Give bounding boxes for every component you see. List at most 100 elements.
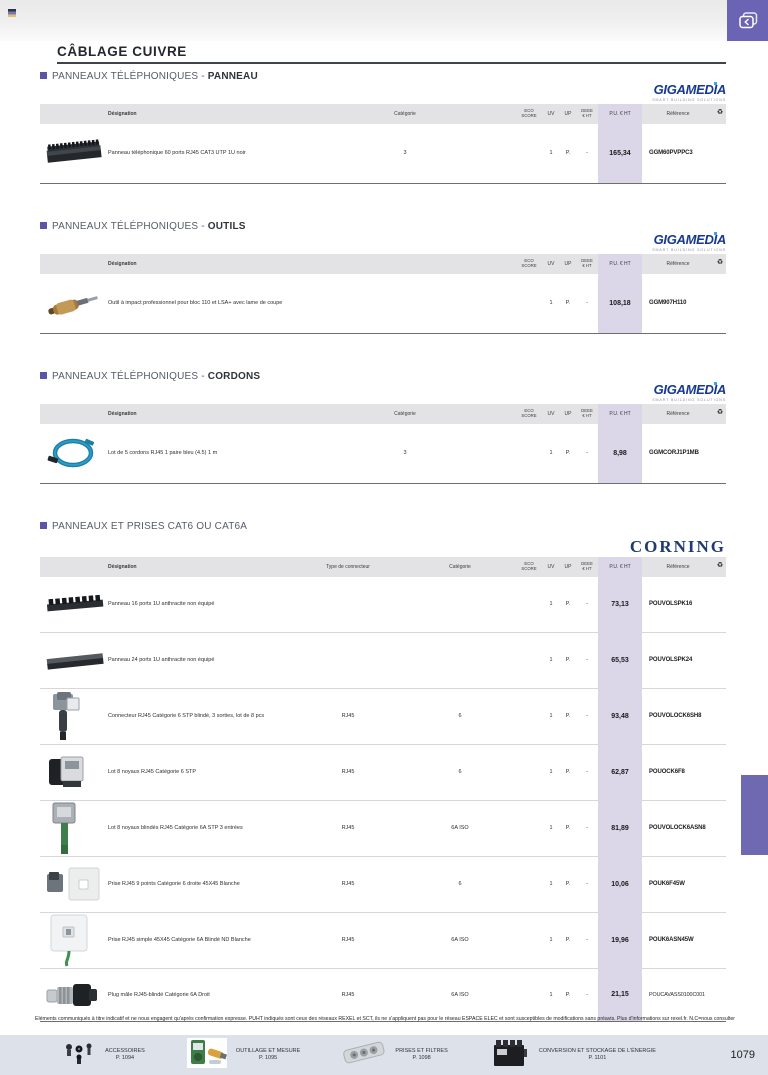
table-row: Lot 8 noyaux blindés RJ45 Catégorie 6A S… [40, 800, 726, 857]
panel16-photo [40, 577, 105, 633]
table-row: Connecteur RJ45 Catégorie 6 STP blindé, … [40, 688, 726, 745]
page-back-button[interactable] [727, 0, 768, 41]
column-header-categorie: Catégorie [394, 410, 416, 417]
footer-link-page: P. 1094 [115, 1055, 135, 1061]
column-header-categorie: Catégorie [394, 110, 416, 117]
column-header-type: Type de connecteur [326, 563, 370, 570]
cell-up: P. [565, 300, 571, 306]
column-header-eco: ECO SCORE [521, 107, 537, 118]
footer-link-accessoires[interactable]: ACCESSOIRES P. 1094 [62, 1039, 145, 1072]
column-header-uv: UV [547, 410, 555, 417]
section-bullet-icon [40, 71, 47, 79]
product-sections: PANNEAUX TÉLÉPHONIQUES - PANNEAU GIGAMEDI… [40, 71, 726, 1022]
cell-deee: - [576, 801, 598, 857]
column-header-img [40, 557, 105, 577]
cell-categorie: 6 [404, 689, 516, 745]
column-header-designation: Désignation [108, 410, 137, 417]
cell-categorie: 6A ISO [451, 991, 469, 998]
footer-link-conversion-et-stockage-de-l-nergie[interactable]: CONVERSION ET STOCKAGE DE L'ÉNERGIE P. 11… [490, 1038, 656, 1073]
brand-logo: GIGAMEDIA SMART BUILDING SOLUTIONS [652, 382, 726, 402]
cell-pu: 93,48 [598, 688, 642, 745]
cell-icon [714, 689, 726, 745]
column-header-eco: ECO SCORE [521, 257, 537, 268]
column-header-icon: ♻ [716, 409, 724, 417]
cell-pu: 10,06 [598, 856, 642, 913]
cell-reference: POUVOLSPK24 [642, 633, 714, 689]
cell-icon [714, 577, 726, 633]
cell-reference: POUVOLOCK6ASN8 [642, 801, 714, 857]
table-row: Prise RJ45 simple 45X45 Catégorie 6A Bli… [40, 912, 726, 969]
cell-uv: 1 [542, 577, 560, 633]
cell-pu: 8,98 [598, 423, 642, 483]
corning-logo: CORNING [629, 536, 726, 556]
cell-type [292, 577, 404, 633]
cell-deee: - [576, 577, 598, 633]
cell-icon [714, 633, 726, 689]
cell-eco [516, 424, 542, 483]
column-header-designation: Désignation [108, 563, 137, 570]
product-section: PANNEAUX TÉLÉPHONIQUES - PANNEAU GIGAMEDI… [40, 71, 726, 184]
mini-logo-icon [8, 9, 16, 17]
cell-categorie: 3 [403, 150, 407, 156]
cell-deee: - [576, 745, 598, 801]
cell-up: P. [565, 991, 571, 998]
table-row: Lot de 5 cordons RJ45 1 paire bleu (4.5)… [40, 423, 726, 483]
column-header-reference: Référence [666, 110, 690, 117]
cell-uv: 1 [542, 801, 560, 857]
cell-eco [516, 689, 542, 745]
cell-spacer [465, 424, 516, 483]
section-title-prefix: PANNEAUX TÉLÉPHONIQUES - [52, 70, 208, 82]
column-header-designation: Désignation [108, 260, 137, 267]
connector-block-photo [40, 689, 105, 745]
cell-categorie: 6A ISO [404, 801, 516, 857]
footer-link-prises-et-filtres[interactable]: PRISES ET FILTRES P. 1098 [342, 1039, 448, 1072]
footer-link-label: OUTILLAGE ET MESURE P. 1095 [236, 1048, 300, 1063]
column-header-deee: DEEE € HT [581, 407, 593, 418]
column-header-reference: Référence [666, 563, 690, 570]
cell-uv: 1 [549, 991, 553, 998]
cell-icon [714, 857, 726, 913]
cell-eco [516, 577, 542, 633]
cell-designation: Panneau 24 ports 1U anthracite non équip… [105, 633, 292, 689]
cell-designation: Lot 8 noyaux blindés RJ45 Catégorie 6A S… [105, 801, 292, 857]
section-title-prefix: PANNEAUX TÉLÉPHONIQUES - [52, 220, 208, 232]
product-section: PANNEAUX ET PRISES CAT6 OU CAT6A CORNING D… [40, 521, 726, 1022]
cell-up: P. [560, 913, 576, 969]
cell-designation: Lot 8 noyaux RJ45 Catégorie 6 STP [105, 745, 292, 801]
cell-type [292, 633, 404, 689]
cell-uv: 1 [542, 857, 560, 913]
table-header-row: Désignation ECO SCORE UV UP DEEE € HT P.U. € … [40, 253, 726, 274]
gigamedia-tagline: SMART BUILDING SOLUTIONS [652, 97, 726, 102]
cell-designation: Lot de 5 cordons RJ45 1 paire bleu (4.5)… [108, 450, 218, 456]
heading-underline [57, 62, 726, 64]
cell-pu: 165,34 [598, 123, 642, 183]
cell-deee: - [586, 150, 588, 156]
footer-link-page: P. 1095 [258, 1055, 278, 1061]
footer-link-title: PRISES ET FILTRES [395, 1047, 448, 1054]
patch-panel-photo [40, 124, 105, 183]
footer-link-title: CONVERSION ET STOCKAGE DE L'ÉNERGIE [538, 1047, 656, 1054]
cell-icon [714, 969, 726, 1021]
column-header-pu: P.U. € HT [598, 556, 642, 577]
footer-link-outillage-et-mesure[interactable]: OUTILLAGE ET MESURE P. 1095 [186, 1037, 300, 1073]
legal-disclaimer: Éléments communiqués à titre indicatif e… [35, 1016, 735, 1022]
column-header-img [40, 104, 105, 124]
cell-deee: - [586, 991, 588, 998]
brand-logo: GIGAMEDIA SMART BUILDING SOLUTIONS [652, 82, 726, 102]
cell-reference: POUCAVASS0100C001 [649, 991, 705, 998]
cell-reference: GGMCORJ1P1MB [649, 450, 699, 456]
cell-pu: 19,96 [598, 912, 642, 969]
cell-eco [516, 857, 542, 913]
cell-spacer [465, 124, 516, 183]
table-row: Prise RJ45 9 points Catégorie 6 droite 4… [40, 856, 726, 913]
column-header-eco: ECO SCORE [521, 560, 537, 571]
cell-categorie [404, 633, 516, 689]
cell-reference: POUVOLOCK6SH8 [642, 689, 714, 745]
cell-up: P. [560, 633, 576, 689]
product-table: Désignation Catégorie ECO SCORE UV UP DEEE € … [40, 403, 726, 484]
column-header-categorie: Catégorie [449, 563, 471, 570]
section-title: PANNEAUX TÉLÉPHONIQUES - PANNEAU [40, 71, 258, 82]
cell-icon [714, 801, 726, 857]
cell-up: P. [560, 801, 576, 857]
cell-icon [714, 124, 726, 183]
